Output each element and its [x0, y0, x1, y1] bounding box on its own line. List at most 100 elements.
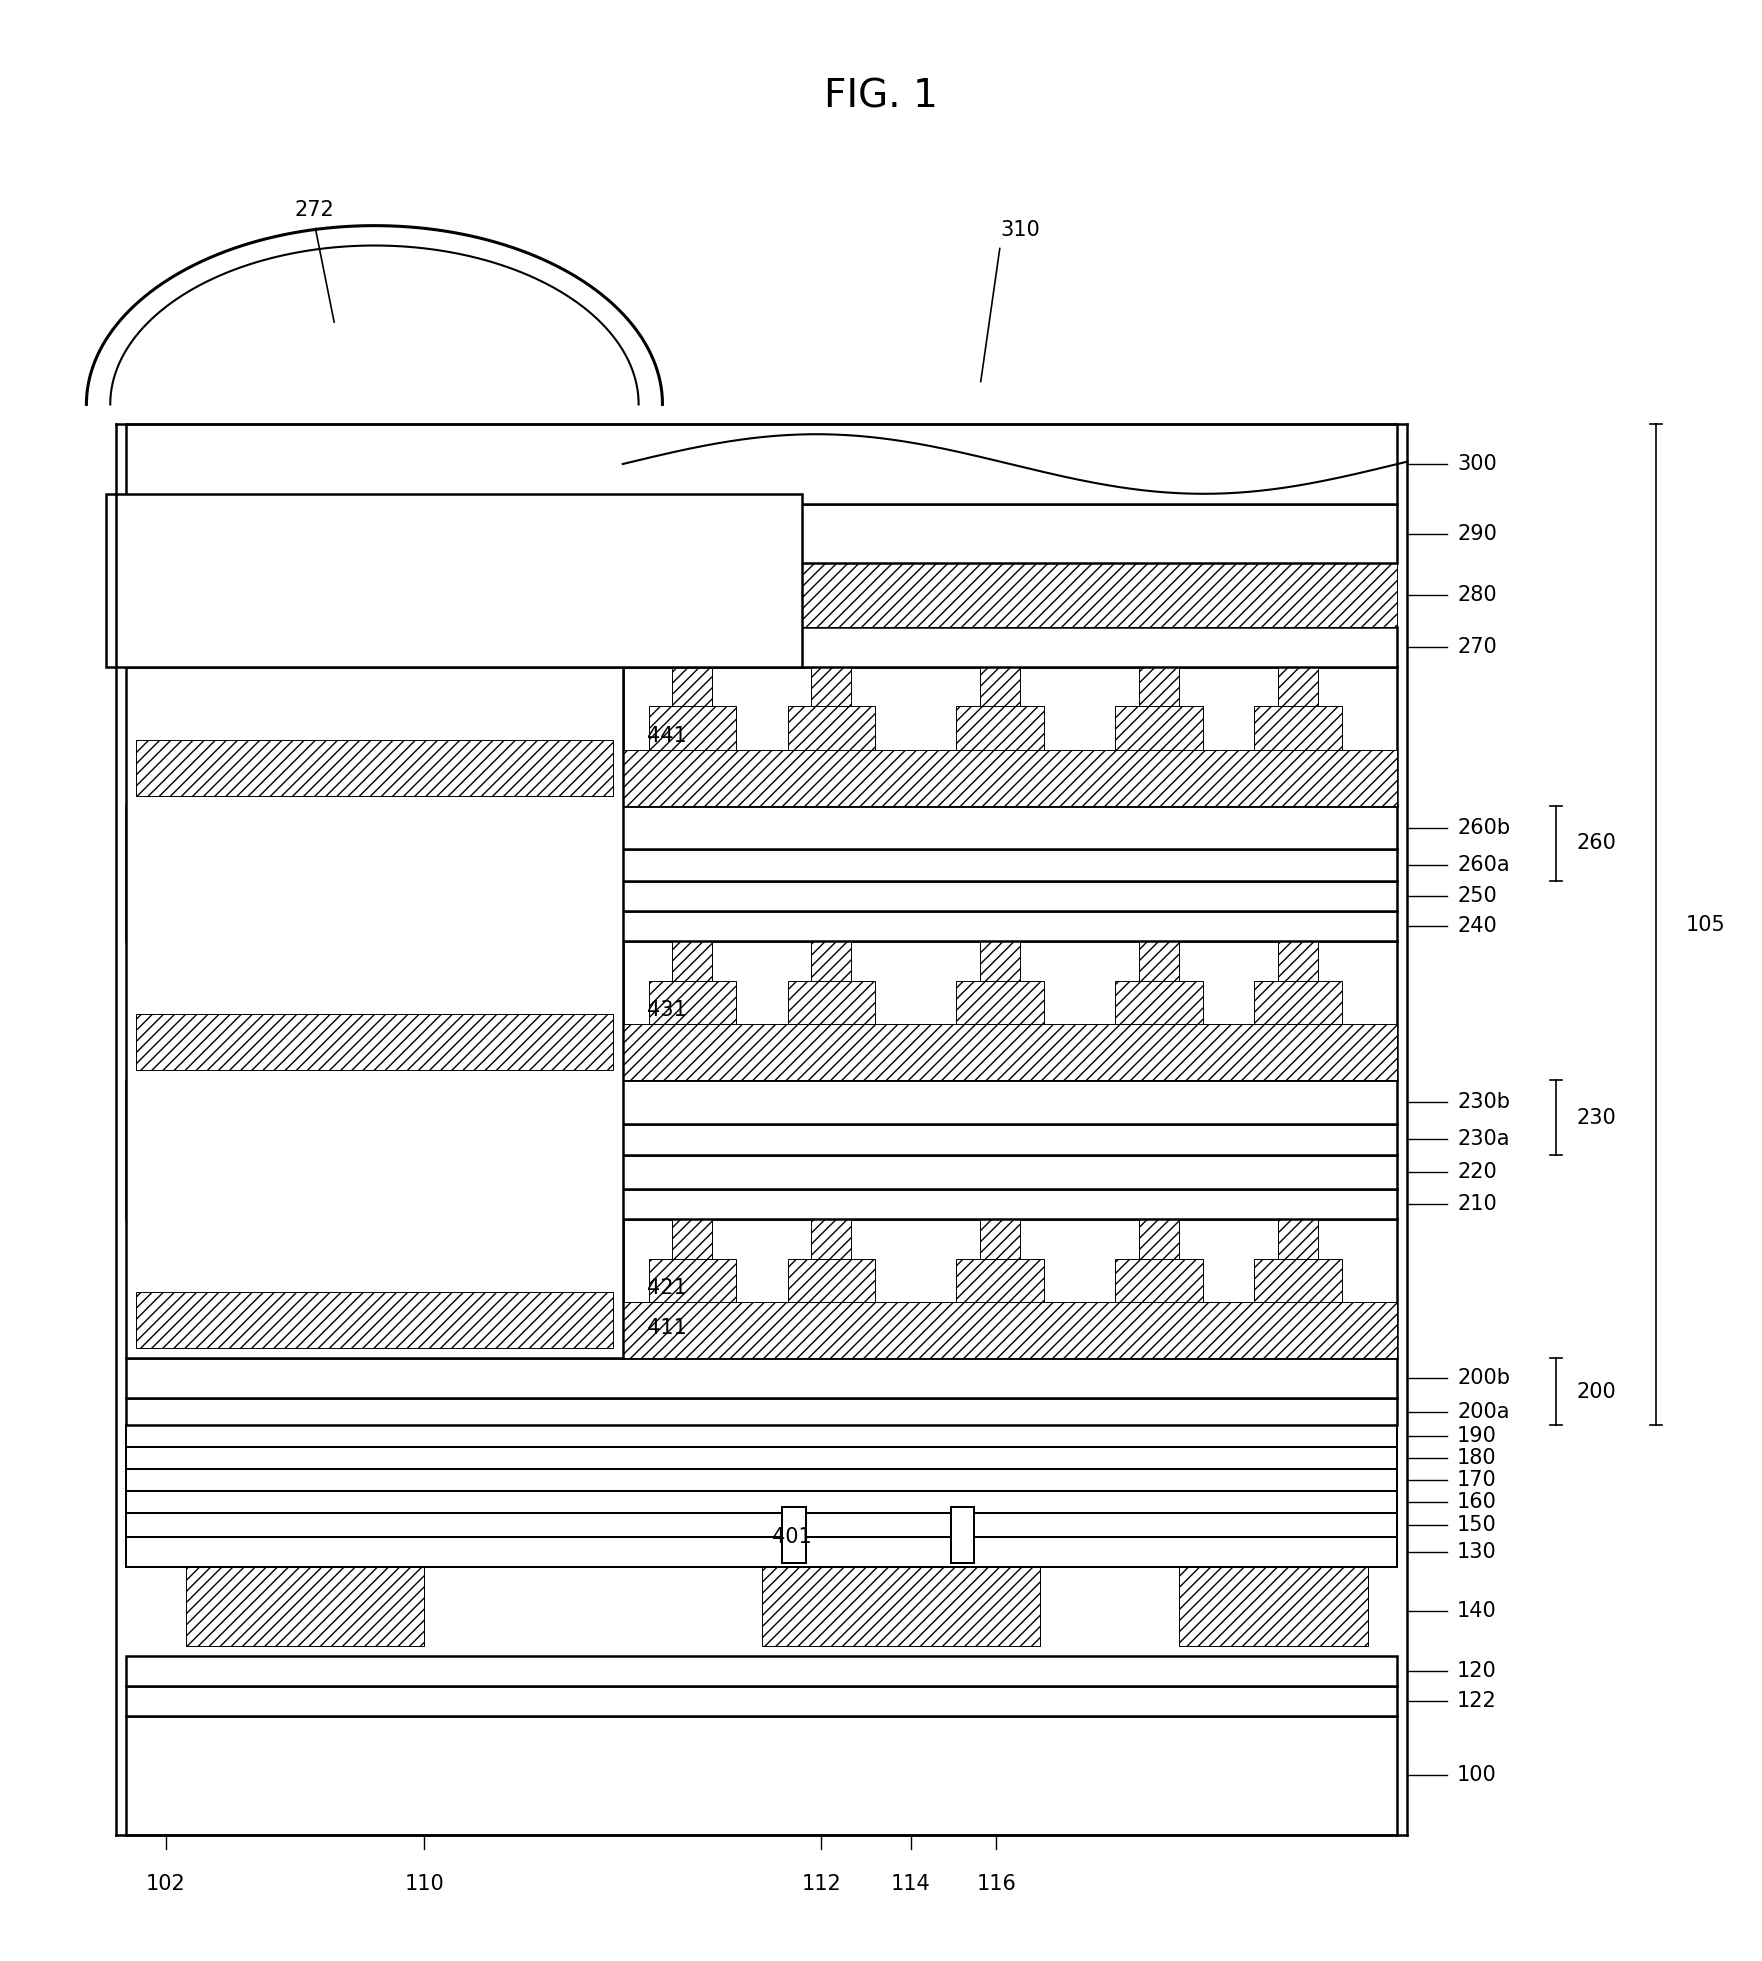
- Bar: [127, 1124, 1397, 1155]
- Text: 190: 190: [1457, 1426, 1498, 1447]
- Bar: [812, 663, 851, 706]
- Text: 100: 100: [1457, 1765, 1498, 1785]
- Bar: [673, 1216, 712, 1259]
- Bar: [1277, 937, 1318, 980]
- Bar: [1140, 937, 1179, 980]
- Text: 112: 112: [802, 1875, 840, 1894]
- Text: 250: 250: [1457, 886, 1498, 906]
- Bar: [1115, 706, 1203, 749]
- Bar: [136, 1014, 613, 1071]
- Bar: [136, 739, 613, 796]
- Bar: [788, 980, 876, 1024]
- Text: 411: 411: [647, 1318, 687, 1337]
- Text: 160: 160: [1457, 1492, 1498, 1512]
- Text: 105: 105: [1686, 916, 1725, 935]
- Bar: [1255, 1259, 1343, 1302]
- Bar: [127, 1686, 1397, 1716]
- Bar: [980, 937, 1020, 980]
- Bar: [127, 912, 1397, 941]
- Bar: [761, 1567, 1040, 1645]
- Bar: [127, 628, 1397, 667]
- Text: 200: 200: [1577, 1383, 1616, 1402]
- Bar: [127, 806, 1397, 849]
- Bar: [127, 849, 1397, 880]
- Bar: [782, 1506, 805, 1563]
- Text: 310: 310: [1001, 220, 1040, 239]
- Bar: [127, 1447, 1397, 1469]
- Bar: [127, 1655, 1397, 1686]
- Bar: [957, 980, 1043, 1024]
- Text: 180: 180: [1457, 1449, 1496, 1469]
- Bar: [957, 706, 1043, 749]
- Bar: [1255, 706, 1343, 749]
- Text: 102: 102: [146, 1875, 185, 1894]
- Bar: [127, 1398, 1397, 1426]
- Text: 240: 240: [1457, 916, 1498, 935]
- Bar: [1140, 1216, 1179, 1259]
- Bar: [127, 1155, 1397, 1188]
- Text: 272: 272: [294, 200, 335, 220]
- Text: 421: 421: [647, 1279, 687, 1298]
- Text: 122: 122: [1457, 1690, 1498, 1710]
- Bar: [127, 1512, 1397, 1537]
- Text: 120: 120: [1457, 1661, 1498, 1681]
- Bar: [812, 1216, 851, 1259]
- Text: 441: 441: [647, 726, 687, 747]
- Bar: [1277, 1216, 1318, 1259]
- Text: 260: 260: [1577, 833, 1616, 853]
- Bar: [622, 1024, 1397, 1081]
- Text: 150: 150: [1457, 1514, 1498, 1535]
- Text: 431: 431: [647, 1000, 687, 1020]
- Text: 270: 270: [1457, 637, 1498, 657]
- Bar: [127, 1537, 1397, 1567]
- Bar: [950, 1506, 974, 1563]
- Text: 230a: 230a: [1457, 1130, 1510, 1149]
- Bar: [127, 1716, 1397, 1835]
- Bar: [127, 880, 1397, 912]
- Bar: [980, 1216, 1020, 1259]
- Bar: [1115, 1259, 1203, 1302]
- Text: 110: 110: [403, 1875, 444, 1894]
- Bar: [980, 663, 1020, 706]
- Text: 130: 130: [1457, 1541, 1498, 1561]
- Bar: [127, 563, 1397, 628]
- Text: 300: 300: [1457, 455, 1498, 475]
- Bar: [106, 494, 802, 667]
- Bar: [1140, 663, 1179, 706]
- Bar: [1255, 980, 1343, 1024]
- Bar: [1115, 980, 1203, 1024]
- Bar: [127, 1357, 1397, 1398]
- Bar: [622, 749, 1397, 806]
- Text: 230b: 230b: [1457, 1092, 1510, 1112]
- Bar: [127, 1426, 1397, 1447]
- Text: 280: 280: [1457, 584, 1496, 606]
- Bar: [127, 424, 1397, 504]
- Bar: [957, 1259, 1043, 1302]
- Bar: [185, 1567, 425, 1645]
- Bar: [127, 667, 622, 1357]
- Text: 230: 230: [1577, 1108, 1616, 1128]
- Bar: [622, 941, 1397, 1081]
- Bar: [1179, 1567, 1367, 1645]
- Bar: [648, 706, 737, 749]
- Text: 210: 210: [1457, 1194, 1498, 1214]
- Bar: [127, 1188, 1397, 1220]
- Text: 260a: 260a: [1457, 855, 1510, 875]
- Bar: [127, 1490, 1397, 1512]
- Bar: [127, 1469, 1397, 1490]
- Text: 170: 170: [1457, 1471, 1498, 1490]
- Bar: [622, 667, 1397, 806]
- Text: 114: 114: [892, 1875, 930, 1894]
- Text: 290: 290: [1457, 524, 1498, 543]
- Bar: [673, 663, 712, 706]
- Bar: [127, 1081, 1397, 1124]
- Text: 260b: 260b: [1457, 818, 1510, 837]
- Bar: [127, 504, 1397, 563]
- Text: FIG. 1: FIG. 1: [825, 78, 937, 116]
- Bar: [673, 937, 712, 980]
- Bar: [788, 1259, 876, 1302]
- Text: 401: 401: [772, 1528, 812, 1547]
- Text: 140: 140: [1457, 1602, 1498, 1622]
- Bar: [622, 1302, 1397, 1357]
- Text: 200a: 200a: [1457, 1402, 1510, 1422]
